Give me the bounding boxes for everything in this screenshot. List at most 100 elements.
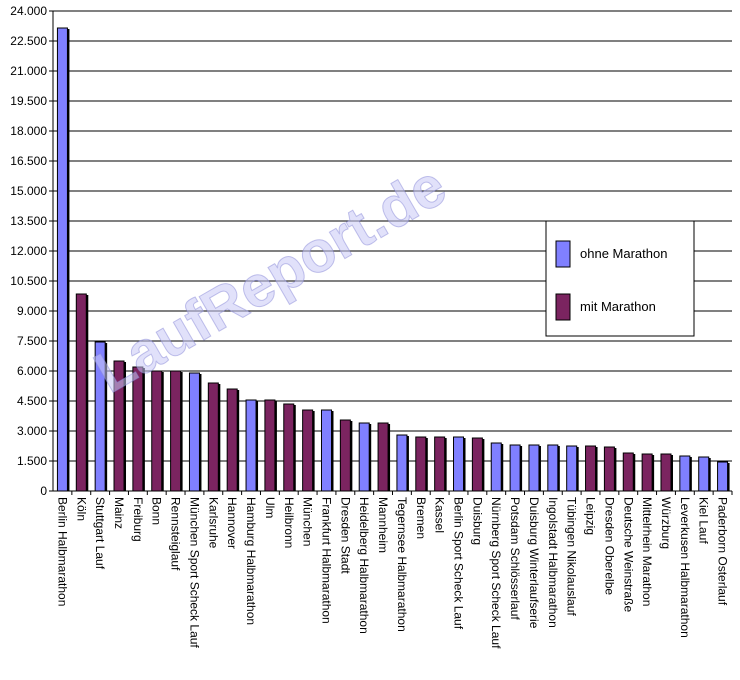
y-tick-label: 4.500 bbox=[17, 394, 47, 408]
y-axis: 0 1.500 3.000 4.500 6.000 7.500 9.000 10.500 12.… bbox=[10, 4, 54, 498]
bar bbox=[717, 461, 729, 492]
x-category-label: München Sport Scheck Lauf bbox=[187, 497, 201, 648]
x-category-label: Deutsche Weinstraße bbox=[621, 497, 635, 612]
x-category-label: Bremen bbox=[414, 497, 428, 539]
bar-shadow bbox=[425, 438, 428, 491]
bar bbox=[283, 403, 295, 492]
x-category-label: Mannheim bbox=[376, 497, 390, 553]
bar bbox=[339, 419, 351, 492]
x-category-label: Frankfurt Halbmarathon bbox=[319, 497, 333, 624]
y-tick-label: 19.500 bbox=[10, 94, 47, 108]
x-category-label: Würzburg bbox=[659, 497, 673, 549]
bar-shadow bbox=[199, 374, 202, 491]
x-category-label: Hannover bbox=[225, 497, 239, 549]
bars bbox=[56, 27, 730, 492]
bar-shadow bbox=[614, 448, 617, 491]
x-category-label: Berlin Halbmarathon bbox=[55, 497, 69, 606]
x-category-label: Heidelberg Halbmarathon bbox=[357, 497, 371, 634]
y-tick-label: 3.000 bbox=[17, 424, 47, 438]
x-category-label: Bonn bbox=[150, 497, 164, 525]
bar bbox=[207, 382, 219, 492]
bar bbox=[471, 437, 483, 492]
bar bbox=[679, 455, 691, 492]
x-category-label: Leverkusen Halbmarathon bbox=[678, 497, 692, 638]
bar-shadow bbox=[274, 401, 277, 491]
bar-shadow bbox=[369, 424, 372, 491]
gridlines bbox=[53, 10, 732, 492]
bar-shadow bbox=[293, 405, 296, 491]
bar-shadow bbox=[237, 390, 240, 491]
bar bbox=[641, 453, 653, 492]
bar bbox=[358, 422, 370, 492]
bar bbox=[660, 453, 672, 492]
bar-shadow bbox=[463, 438, 466, 491]
y-tick-label: 0 bbox=[40, 484, 47, 498]
y-tick-label: 22.500 bbox=[10, 34, 47, 48]
legend-label-ohne-marathon: ohne Marathon bbox=[580, 246, 667, 261]
bar bbox=[377, 422, 389, 492]
bar-shadow bbox=[520, 446, 523, 491]
bar bbox=[188, 372, 200, 492]
y-tick-label: 13.500 bbox=[10, 214, 47, 228]
bar bbox=[547, 444, 559, 492]
x-category-label: Leipzig bbox=[584, 497, 598, 535]
bar bbox=[302, 409, 314, 492]
bar-shadow bbox=[180, 372, 183, 491]
x-category-label: Duisburg Winterlaufserie bbox=[527, 497, 541, 629]
bar-shadow bbox=[652, 455, 655, 491]
x-category-label: Köln bbox=[74, 497, 88, 521]
x-category-label: Mainz bbox=[112, 497, 126, 529]
bar bbox=[603, 446, 615, 492]
bar-shadow bbox=[105, 343, 108, 491]
x-axis: Berlin Halbmarathon Köln Stuttgart Lauf Mai… bbox=[53, 490, 733, 649]
x-category-label: Paderborn Osterlauf bbox=[716, 497, 730, 606]
bar bbox=[151, 370, 163, 492]
bar-shadow bbox=[388, 424, 391, 491]
bar bbox=[622, 452, 634, 492]
x-category-label: Tübingen Nikolauslauf bbox=[565, 497, 579, 616]
bar-shadow bbox=[557, 446, 560, 491]
bar-shadow bbox=[161, 372, 164, 491]
bar-shadow bbox=[576, 447, 579, 491]
bar bbox=[226, 388, 238, 492]
x-category-label: Stuttgart Lauf bbox=[93, 497, 107, 570]
bar bbox=[698, 456, 710, 492]
bar bbox=[75, 293, 87, 492]
legend-box bbox=[545, 220, 695, 337]
bar bbox=[170, 370, 182, 492]
y-tick-label: 6.000 bbox=[17, 364, 47, 378]
bar bbox=[528, 444, 540, 492]
y-tick-label: 16.500 bbox=[10, 154, 47, 168]
x-category-label: Karlsruhe bbox=[206, 497, 220, 549]
bar-shadow bbox=[86, 295, 89, 491]
bar-shadow bbox=[312, 411, 315, 491]
y-tick-label: 21.000 bbox=[10, 64, 47, 78]
bar-shadow bbox=[218, 384, 221, 491]
x-category-label: Kiel Lauf bbox=[697, 497, 711, 544]
y-tick-label: 1.500 bbox=[17, 454, 47, 468]
x-category-label: Ulm bbox=[263, 497, 277, 518]
x-category-label: Kassel bbox=[433, 497, 447, 533]
y-tick-label: 18.000 bbox=[10, 124, 47, 138]
x-category-label: Potsdam Schlösserlauf bbox=[508, 497, 522, 620]
bar bbox=[245, 399, 257, 492]
x-category-label: Tegernsee Halbmarathon bbox=[395, 497, 409, 632]
legend-swatch-ohne-marathon bbox=[555, 240, 571, 268]
bar bbox=[264, 399, 276, 492]
bar-shadow bbox=[670, 455, 673, 491]
x-category-label: Ingolstadt Halbmarathon bbox=[546, 497, 560, 628]
bar-shadow bbox=[142, 368, 145, 491]
legend-swatch-mit-marathon bbox=[555, 293, 571, 321]
bar-shadow bbox=[538, 446, 541, 491]
bar bbox=[490, 442, 502, 492]
bar-shadow bbox=[256, 401, 259, 491]
bar-shadow bbox=[67, 29, 70, 491]
legend: ohne Marathon mit Marathon bbox=[545, 220, 695, 337]
x-category-label: Rennsteiglauf bbox=[169, 497, 183, 571]
legend-label-mit-marathon: mit Marathon bbox=[580, 299, 656, 314]
bar-shadow bbox=[444, 438, 447, 491]
x-category-label: München bbox=[301, 497, 315, 546]
bar-shadow bbox=[124, 362, 127, 491]
bar-shadow bbox=[501, 444, 504, 491]
